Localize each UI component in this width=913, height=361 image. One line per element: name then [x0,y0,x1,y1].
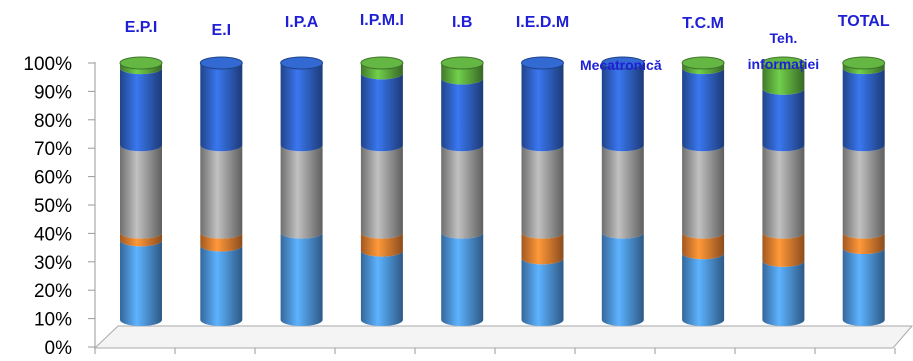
cylinder-bar [280,56,324,326]
cylinder-bar [119,56,163,326]
bar-top-cap [119,56,163,70]
bar-segment [120,232,162,247]
bar-segment [842,63,885,75]
bar-segment [601,63,644,152]
y-tick-label: 50% [34,196,72,217]
category-label: I.B [452,14,472,31]
bar-segment [521,232,564,265]
bar-segment [762,88,805,152]
y-tick-label: 0% [45,338,73,359]
cylinder-bar [521,56,564,326]
bar-segment [360,73,403,152]
bar-segment [120,240,162,326]
bar-segment [521,63,564,152]
y-tick-label: 40% [34,224,72,245]
y-tick-label: 90% [34,82,72,103]
bar-segment [682,68,725,152]
y-tick-label: 20% [34,281,72,302]
category-label: T.C.M [682,15,724,32]
bar-segment [762,63,805,95]
bar-segment [842,248,885,326]
bar-top-cap [681,56,725,70]
category-label: Teh. [770,30,798,46]
bar-segment [842,68,885,152]
bar-segment [360,63,403,80]
bar-top-cap [280,56,324,70]
bar-segment [842,145,885,239]
bar-segment [200,245,243,326]
cylinder-bar [440,56,484,326]
cylinder-bar [842,56,886,326]
bar-top-cap [761,56,805,70]
bar-segment [682,253,725,326]
bar-segment [280,63,323,152]
bar-segment [682,232,725,260]
bar-segment [762,145,805,239]
bar-segment [601,232,644,326]
bar-segment [360,250,403,326]
bar-segment [762,260,805,326]
bar-top-cap [601,56,645,70]
bar-segment [842,232,885,255]
cylinder-bar [761,56,805,326]
bar-segment [521,145,564,239]
axis-layer: 0% 10% 20% 30% 40% 50% 60% 70% 80% 90% 100% [23,54,913,359]
bar-segment [360,145,403,239]
bar-segment [120,68,162,152]
bar-top-cap [199,56,243,70]
bar-top-cap [842,56,886,70]
bar-segment [120,145,162,239]
category-label: E.P.I [125,19,158,36]
bar-segment [200,232,243,252]
y-tick-label: 100% [23,54,72,75]
bar-segment [200,145,243,239]
bar-segment [441,145,484,239]
cylinder-bar [601,56,645,326]
bar-segment [521,258,564,326]
cylinder-bar [199,56,243,326]
y-tick-label: 10% [34,310,72,331]
bar-segment [200,63,243,152]
bar-segment [120,63,162,75]
bar-segment [601,145,644,239]
bar-top-cap [521,56,564,70]
bar-segment [280,145,323,239]
bar-segment [682,145,725,239]
y-tick-label: 80% [34,111,72,132]
category-label: Mecatronică [580,57,662,73]
bar-top-cap [440,56,484,70]
y-tick-label: 30% [34,253,72,274]
bar-segment [441,78,484,152]
bar-segment [280,232,323,326]
bar-top-cap [360,56,404,70]
category-label: informației [748,56,820,72]
y-tick-label: 60% [34,168,72,189]
bars-layer [119,56,886,326]
category-label: I.P.A [285,14,319,31]
chart-floor [93,325,913,349]
bar-segment [682,63,725,75]
bar-segment [441,232,484,326]
labels-layer: E.P.I E.I I.P.A I.P.M.I I.B I.E.D.M Mecatronic… [125,12,890,73]
y-tick-label: 70% [34,139,72,160]
category-label: I.E.D.M [516,14,569,31]
category-label: E.I [212,22,232,39]
cylinder-bar [360,56,404,326]
category-label: I.P.M.I [360,12,404,29]
category-label: TOTAL [838,13,890,30]
bar-segment [762,232,805,267]
cylinder-bar [681,56,725,326]
bar-segment [360,232,403,257]
